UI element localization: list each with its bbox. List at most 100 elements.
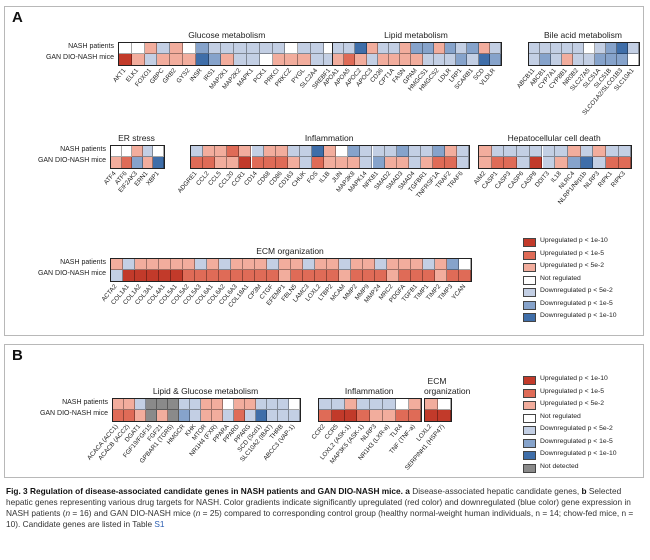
heatmap-cell[interactable] bbox=[445, 54, 457, 65]
heatmap-cell[interactable] bbox=[504, 146, 518, 157]
heatmap-cell[interactable] bbox=[183, 270, 195, 281]
heatmap-cell[interactable] bbox=[433, 54, 445, 65]
heatmap-cell[interactable] bbox=[618, 157, 632, 168]
heatmap-cell[interactable] bbox=[445, 146, 458, 157]
heatmap-cell[interactable] bbox=[529, 146, 543, 157]
heatmap-cell[interactable] bbox=[243, 270, 255, 281]
heatmap-cell[interactable] bbox=[251, 146, 264, 157]
heatmap-cell[interactable] bbox=[504, 157, 518, 168]
heatmap-cell[interactable] bbox=[420, 157, 433, 168]
heatmap-cell[interactable] bbox=[351, 259, 363, 270]
heatmap-cell[interactable] bbox=[595, 43, 606, 54]
heatmap-cell[interactable] bbox=[203, 157, 216, 168]
heatmap-cell[interactable] bbox=[467, 54, 479, 65]
heatmap-cell[interactable] bbox=[389, 54, 401, 65]
heatmap-cell[interactable] bbox=[383, 399, 396, 410]
heatmap-cell[interactable] bbox=[263, 146, 276, 157]
heatmap-cell[interactable] bbox=[190, 410, 201, 421]
heatmap-cell[interactable] bbox=[593, 146, 606, 157]
heatmap-cell[interactable] bbox=[311, 54, 324, 65]
heatmap-cell[interactable] bbox=[191, 157, 204, 168]
heatmap-cell[interactable] bbox=[135, 259, 147, 270]
heatmap-cell[interactable] bbox=[256, 399, 267, 410]
heatmap-cell[interactable] bbox=[438, 410, 451, 421]
heatmap-cell[interactable] bbox=[131, 54, 145, 65]
heatmap-cell[interactable] bbox=[223, 410, 234, 421]
heatmap-cell[interactable] bbox=[234, 43, 247, 54]
heatmap-cell[interactable] bbox=[339, 270, 351, 281]
heatmap-cell[interactable] bbox=[291, 270, 303, 281]
heatmap-cell[interactable] bbox=[542, 146, 556, 157]
heatmap-cell[interactable] bbox=[144, 54, 158, 65]
heatmap-cell[interactable] bbox=[312, 157, 325, 168]
heatmap-cell[interactable] bbox=[360, 157, 373, 168]
heatmap-cell[interactable] bbox=[251, 157, 264, 168]
heatmap-cell[interactable] bbox=[221, 43, 235, 54]
heatmap-cell[interactable] bbox=[208, 54, 222, 65]
heatmap-cell[interactable] bbox=[179, 399, 190, 410]
heatmap-cell[interactable] bbox=[383, 410, 396, 421]
heatmap-cell[interactable] bbox=[123, 270, 135, 281]
heatmap-cell[interactable] bbox=[289, 399, 300, 410]
heatmap-cell[interactable] bbox=[234, 410, 245, 421]
heatmap-cell[interactable] bbox=[135, 270, 147, 281]
heatmap-cell[interactable] bbox=[580, 157, 594, 168]
heatmap-cell[interactable] bbox=[208, 43, 222, 54]
heatmap-cell[interactable] bbox=[555, 157, 568, 168]
heatmap-cell[interactable] bbox=[551, 54, 562, 65]
heatmap-cell[interactable] bbox=[255, 270, 267, 281]
heatmap-cell[interactable] bbox=[135, 399, 146, 410]
heatmap-cell[interactable] bbox=[212, 399, 223, 410]
heatmap-cell[interactable] bbox=[411, 270, 423, 281]
heatmap-cell[interactable] bbox=[221, 54, 235, 65]
heatmap-cell[interactable] bbox=[319, 399, 332, 410]
heatmap-cell[interactable] bbox=[411, 259, 423, 270]
heatmap-cell[interactable] bbox=[195, 259, 207, 270]
heatmap-cell[interactable] bbox=[435, 259, 447, 270]
heatmap-cell[interactable] bbox=[195, 43, 209, 54]
heatmap-cell[interactable] bbox=[339, 259, 351, 270]
heatmap-cell[interactable] bbox=[529, 54, 540, 65]
heatmap-cell[interactable] bbox=[445, 157, 458, 168]
heatmap-cell[interactable] bbox=[247, 43, 260, 54]
heatmap-cell[interactable] bbox=[203, 146, 216, 157]
heatmap-cell[interactable] bbox=[366, 54, 378, 65]
heatmap-cell[interactable] bbox=[366, 43, 378, 54]
heatmap-cell[interactable] bbox=[595, 54, 606, 65]
heatmap-cell[interactable] bbox=[529, 157, 543, 168]
heatmap-cell[interactable] bbox=[157, 54, 171, 65]
heatmap-cell[interactable] bbox=[190, 399, 201, 410]
heatmap-cell[interactable] bbox=[312, 146, 325, 157]
heatmap-cell[interactable] bbox=[540, 43, 551, 54]
heatmap-cell[interactable] bbox=[336, 146, 349, 157]
heatmap-cell[interactable] bbox=[275, 157, 288, 168]
heatmap-cell[interactable] bbox=[146, 410, 157, 421]
heatmap-cell[interactable] bbox=[157, 43, 171, 54]
heatmap-cell[interactable] bbox=[113, 399, 124, 410]
heatmap-cell[interactable] bbox=[433, 157, 446, 168]
heatmap-cell[interactable] bbox=[445, 43, 457, 54]
heatmap-cell[interactable] bbox=[234, 54, 247, 65]
heatmap-cell[interactable] bbox=[491, 146, 505, 157]
heatmap-cell[interactable] bbox=[245, 399, 256, 410]
heatmap-cell[interactable] bbox=[360, 146, 373, 157]
heatmap-cell[interactable] bbox=[201, 399, 212, 410]
heatmap-cell[interactable] bbox=[344, 54, 356, 65]
heatmap-cell[interactable] bbox=[157, 399, 168, 410]
heatmap-cell[interactable] bbox=[479, 146, 492, 157]
heatmap-cell[interactable] bbox=[357, 410, 371, 421]
heatmap-cell[interactable] bbox=[423, 259, 435, 270]
heatmap-cell[interactable] bbox=[179, 410, 190, 421]
heatmap-cell[interactable] bbox=[467, 43, 479, 54]
heatmap-cell[interactable] bbox=[387, 270, 399, 281]
heatmap-cell[interactable] bbox=[435, 270, 447, 281]
heatmap-cell[interactable] bbox=[212, 410, 223, 421]
heatmap-cell[interactable] bbox=[315, 270, 327, 281]
heatmap-cell[interactable] bbox=[239, 146, 252, 157]
heatmap-cell[interactable] bbox=[147, 270, 159, 281]
heatmap-cell[interactable] bbox=[132, 146, 143, 157]
heatmap-cell[interactable] bbox=[153, 157, 164, 168]
heatmap-cell[interactable] bbox=[375, 259, 387, 270]
heatmap-cell[interactable] bbox=[617, 43, 628, 54]
heatmap-cell[interactable] bbox=[540, 54, 551, 65]
